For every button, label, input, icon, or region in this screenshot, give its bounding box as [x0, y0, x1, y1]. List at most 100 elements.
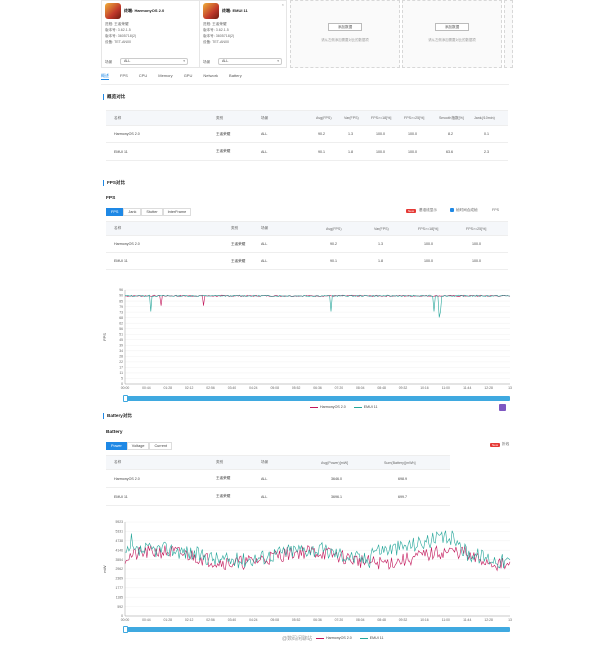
col-header: Jank(/10min) [474, 116, 495, 120]
baseline-option[interactable]: 基准线显示 [419, 208, 437, 212]
col-header: 场景 [261, 115, 269, 120]
empty-slot-1: 添加数据 请从左侧添加需要对比的数据项 [290, 0, 400, 68]
y-tick-label: 45 [119, 338, 123, 342]
zoom-handle-left[interactable] [123, 395, 128, 402]
tab-jank[interactable]: Jank [123, 208, 142, 216]
table-cell: EMUI 11 [114, 494, 128, 499]
device-info-0: 进程: 王者荣耀 [203, 22, 227, 26]
tab-stutter[interactable]: Stutter [141, 208, 163, 216]
table-cell: 王者荣耀 [216, 131, 231, 136]
y-tick-label: 0 [121, 614, 123, 618]
table-row: EMUI 11 王者荣耀 ALL 90.1 1.8 100.0 100.0 [106, 253, 508, 270]
legend-item-harmony[interactable]: HarmonyOS 2.0 [310, 405, 346, 409]
table-cell: 2.3 [484, 149, 489, 154]
device-info-2: 版本号: 3605718(2) [105, 34, 137, 38]
x-tick-label: 11:00 [442, 618, 450, 622]
tab-gpu[interactable]: GPU [183, 73, 193, 78]
x-tick-label: 07:20 [335, 386, 344, 390]
tab-power[interactable]: Power [106, 442, 127, 450]
y-tick-label: 5923 [115, 520, 123, 524]
x-tick-label: 08:48 [377, 618, 386, 622]
y-tick-label: 2369 [115, 577, 123, 581]
table-cell: ALL [261, 242, 268, 246]
tab-memory[interactable]: Memory [158, 73, 173, 78]
tab-fps[interactable]: FPS [120, 73, 128, 78]
table-header: 名称 类别 场景 Avg(FPS) Var(FPS) FPS>=18[%] FP… [106, 111, 508, 126]
scene-select[interactable]: ALL ▾ [120, 58, 188, 65]
x-tick-label: 11:44 [463, 618, 471, 622]
table-row: EMUI 11 王者荣耀 ALL 90.1 1.8 100.0 100.0 63… [106, 143, 508, 161]
y-tick-label: 85 [119, 299, 123, 303]
y-tick-label: 56 [119, 327, 123, 331]
fps-option[interactable]: FPS [492, 208, 499, 212]
x-tick-label: 08:04 [356, 386, 365, 390]
zoom-handle-left[interactable] [123, 626, 128, 633]
tab-cpu[interactable]: CPU [138, 73, 148, 78]
device-info-1: 版本号: 3.62.1.5 [105, 28, 131, 32]
table-row: HarmonyOS 2.0 王者荣耀 ALL 3646.0 698.9 [106, 470, 450, 488]
tab-battery[interactable]: Battery [229, 73, 242, 78]
table-row: EMUI 11 王者荣耀 ALL 3696.1 699.7 [106, 488, 450, 506]
table-cell: 3646.0 [331, 476, 342, 481]
x-tick-label: 05:08 [270, 618, 279, 622]
tab-overview[interactable]: 概述 [101, 73, 109, 80]
y-tick-label: 22 [119, 360, 123, 364]
tab-fps[interactable]: FPS [106, 208, 124, 216]
x-tick-label: 00:00 [121, 618, 130, 622]
game-icon [203, 3, 219, 19]
table-cell: 100.0 [424, 242, 433, 246]
device-info-1: 版本号: 3.62.1.5 [203, 28, 229, 32]
close-icon[interactable]: × [281, 2, 284, 7]
frame-option[interactable]: 帧时间合成帧 [456, 208, 478, 212]
x-tick-label: 09:32 [399, 386, 408, 390]
col-header: FPS>=18[%] [371, 116, 392, 120]
chevron-down-icon: ▾ [277, 59, 279, 63]
line-option[interactable]: 折线 [502, 442, 510, 446]
x-tick-label: 05:52 [292, 618, 301, 622]
table-cell: 王者荣耀 [231, 258, 246, 263]
table-cell: 王者荣耀 [216, 494, 231, 498]
table-cell: 0.1 [484, 132, 489, 136]
new-badge: New [490, 443, 501, 447]
x-tick-label: 09:32 [399, 618, 408, 622]
download-icon[interactable] [499, 404, 506, 411]
tab-network[interactable]: Network [203, 73, 219, 78]
add-data-button[interactable]: 添加数据 [435, 23, 469, 31]
tab-voltage[interactable]: Voltage [126, 442, 150, 450]
device-card-2: 终端: EMUI 11 进程: 王者荣耀 版本号: 3.62.1.5 版本号: … [199, 0, 287, 68]
table-cell: HarmonyOS 2.0 [114, 242, 140, 246]
y-tick-label: 90 [119, 294, 123, 298]
col-header: 类别 [216, 115, 224, 120]
checkbox-icon[interactable] [450, 208, 454, 212]
harmony-series [124, 294, 511, 306]
fps-zoom-scrollbar[interactable] [123, 395, 510, 402]
table-cell: 王者荣耀 [216, 149, 231, 153]
tab-current[interactable]: Current [149, 442, 173, 450]
col-header: Avg(FPS) [326, 226, 342, 231]
add-data-button[interactable]: 添加数据 [328, 23, 362, 31]
fps-chart-tabs: FPS Jank Stutter InterFrame [106, 208, 192, 216]
table-cell: 1.8 [348, 149, 353, 154]
y-tick-label: 73 [119, 310, 123, 314]
emui-series [124, 294, 511, 318]
x-tick-label: 06:36 [313, 618, 322, 622]
scene-select[interactable]: ALL ▾ [218, 58, 282, 65]
legend-item-harmony[interactable]: HarmonyOS 2.0 [316, 636, 352, 640]
watermark: @数码闲聊站 [282, 636, 313, 642]
table-header: 名称 类别 场景 Avg(Power)[mW] Sum(Battery)[mWh… [106, 456, 450, 470]
col-header: 名称 [114, 115, 122, 120]
battery-zoom-scrollbar[interactable] [123, 626, 510, 633]
y-tick-label: 79 [119, 305, 123, 309]
y-tick-label: 11 [119, 371, 123, 375]
col-header: 场景 [261, 460, 269, 464]
table-cell: ALL [261, 476, 268, 481]
legend-item-emui[interactable]: EMUI 11 [359, 636, 383, 640]
chevron-down-icon: ▾ [183, 59, 185, 63]
table-cell: 100.0 [472, 242, 481, 246]
table-cell: 63.6 [446, 149, 453, 154]
table-cell: 90.2 [330, 242, 337, 246]
fps-table: 名称 类别 场景 Avg(FPS) Var(FPS) FPS>=18[%] FP… [106, 221, 508, 270]
tab-interframe[interactable]: InterFrame [162, 208, 192, 216]
legend-item-emui[interactable]: EMUI 11 [353, 405, 377, 409]
table-cell: 698.9 [398, 476, 407, 481]
